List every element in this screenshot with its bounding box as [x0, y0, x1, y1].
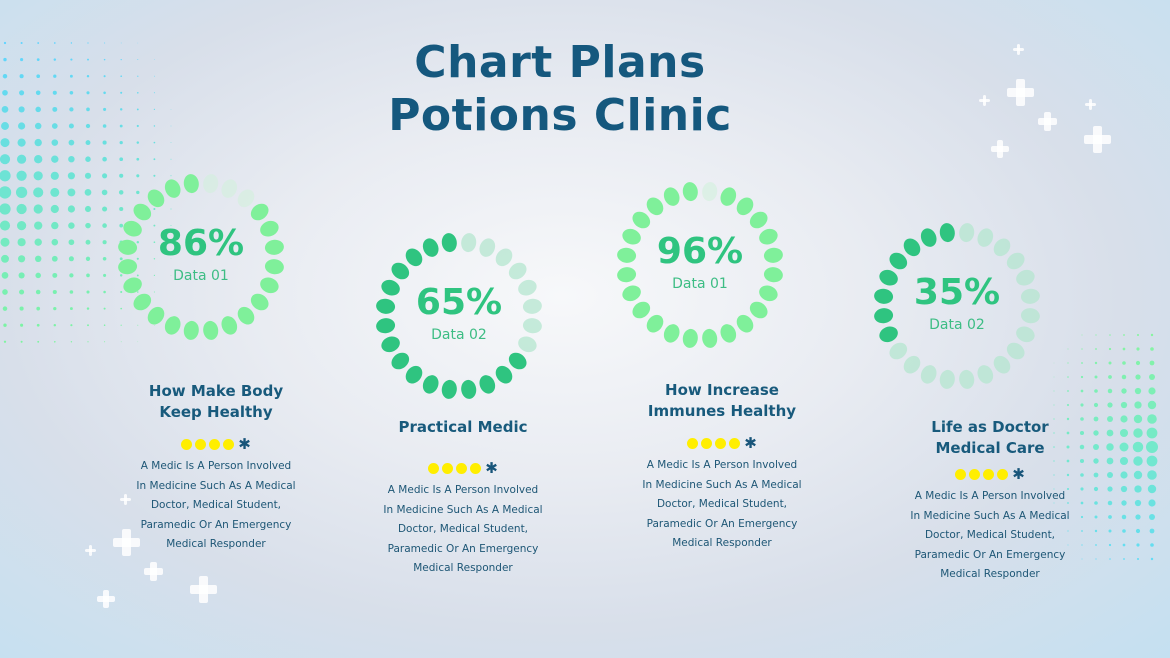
medical-cross-icon	[991, 140, 1009, 158]
card-description: A Medic Is A Person Involved In Medicine…	[383, 484, 543, 575]
star-dot-icon	[470, 462, 482, 474]
progress-ring-3: 96% Data 01	[615, 180, 785, 350]
star-dot-icon	[428, 462, 440, 474]
card-heading: How Increase Immunes Healthy	[647, 381, 797, 420]
progress-ring-4: 35% Data 02	[872, 221, 1042, 391]
star-dot-icon	[442, 462, 454, 474]
data-label: Data 01	[173, 268, 229, 284]
percent-value: 65%	[415, 282, 503, 323]
star-dot-icon	[983, 468, 995, 480]
rating: ✱	[358, 459, 568, 477]
medical-cross-icon	[85, 545, 96, 556]
star-dot-icon	[181, 438, 193, 450]
star-dot-icon	[223, 438, 235, 450]
star-dot-icon	[997, 468, 1009, 480]
card-description: A Medic Is A Person Involved In Medicine…	[910, 490, 1070, 581]
ring-segments	[376, 233, 542, 399]
asterisk-icon: ✱	[238, 435, 251, 453]
card-description: A Medic Is A Person Involved In Medicine…	[642, 459, 802, 550]
data-label: Data 01	[672, 276, 728, 292]
star-dot-icon	[969, 468, 981, 480]
data-label: Data 02	[929, 317, 985, 333]
info-card-2: Practical Medic ✱ A Medic Is A Person In…	[358, 417, 568, 579]
progress-ring-2: 65% Data 02	[374, 231, 544, 401]
rating: ✱	[885, 465, 1095, 483]
medical-cross-icon	[97, 590, 115, 608]
star-dot-icon	[715, 437, 727, 449]
star-dot-icon	[195, 438, 207, 450]
star-dot-icon	[955, 468, 967, 480]
card-description: A Medic Is A Person Involved In Medicine…	[136, 460, 296, 551]
ring-segments	[118, 174, 284, 340]
asterisk-icon: ✱	[485, 459, 498, 477]
info-card-4: Life as Doctor Medical Care ✱ A Medic Is…	[885, 417, 1095, 585]
rating: ✱	[617, 434, 827, 452]
medical-cross-icon	[190, 576, 217, 603]
percent-value: 96%	[656, 231, 744, 272]
title-line-2: Potions Clinic	[388, 90, 732, 141]
rating: ✱	[111, 435, 321, 453]
star-dot-icon	[687, 437, 699, 449]
star-dot-icon	[701, 437, 713, 449]
asterisk-icon: ✱	[1012, 465, 1025, 483]
asterisk-icon: ✱	[744, 434, 757, 452]
data-label: Data 02	[431, 327, 487, 343]
info-card-1: How Make Body Keep Healthy ✱ A Medic Is …	[111, 381, 321, 555]
card-heading: Life as Doctor Medical Care	[931, 418, 1049, 457]
ring-segments	[617, 182, 783, 348]
info-card-3: How Increase Immunes Healthy ✱ A Medic I…	[617, 380, 827, 554]
page-title: Chart Plans Potions Clinic	[0, 36, 1120, 142]
title-line-1: Chart Plans	[414, 37, 706, 88]
star-dot-icon	[729, 437, 741, 449]
medical-cross-icon	[144, 562, 163, 581]
card-heading: How Make Body Keep Healthy	[148, 382, 284, 421]
star-dot-icon	[209, 438, 221, 450]
star-dot-icon	[456, 462, 468, 474]
ring-segments	[874, 223, 1040, 389]
progress-ring-1: 86% Data 01	[116, 172, 286, 342]
card-heading: Practical Medic	[398, 418, 528, 436]
percent-value: 86%	[157, 223, 245, 264]
percent-value: 35%	[913, 272, 1001, 313]
